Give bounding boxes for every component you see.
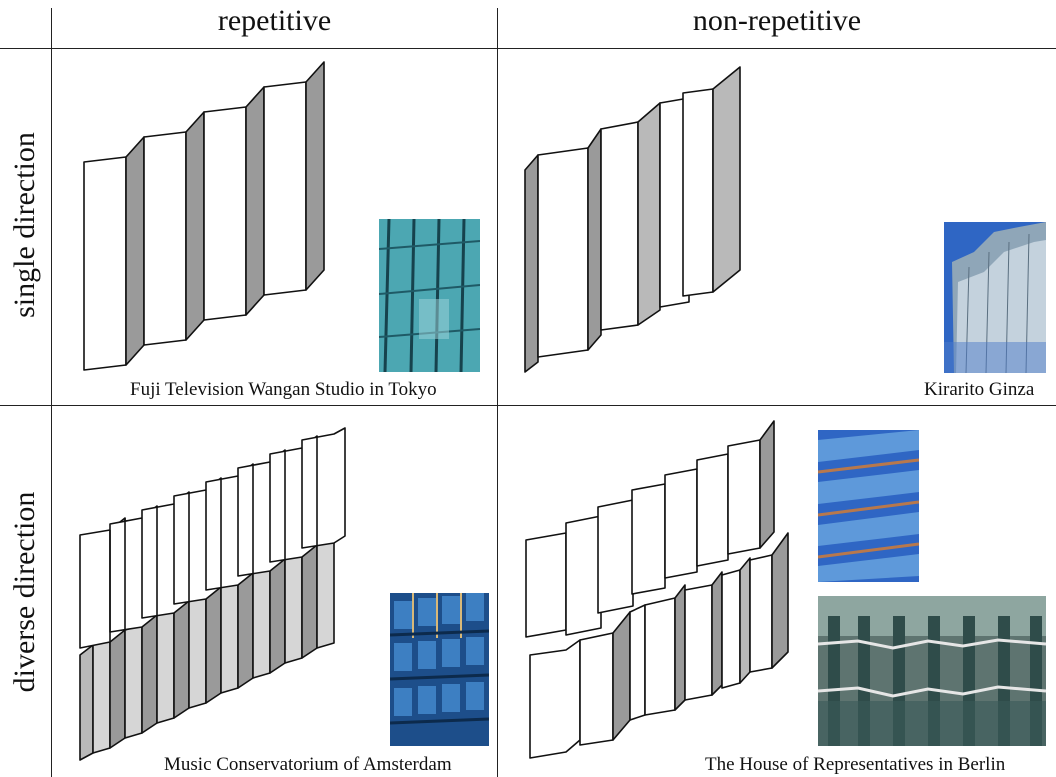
photo-fuji-television xyxy=(379,219,480,372)
photo-kirarito-ginza xyxy=(944,222,1046,373)
photo-berlin-bottom xyxy=(818,596,1046,746)
grid-line-header xyxy=(0,48,1056,49)
grid-line-center xyxy=(497,8,498,777)
grid-line-left xyxy=(51,8,52,777)
caption-berlin: The House of Representatives in Berlin xyxy=(705,754,1006,775)
grid-line-middle xyxy=(0,405,1056,406)
sketch-repetitive-single xyxy=(83,61,325,371)
sketch-repetitive-diverse xyxy=(79,427,346,761)
column-header-non-repetitive: non-repetitive xyxy=(692,4,862,37)
sketch-non-repetitive-single xyxy=(524,66,741,373)
sketch-non-repetitive-diverse xyxy=(525,420,789,759)
caption-music-conservatorium: Music Conservatorium of Amsterdam xyxy=(164,754,452,775)
photo-music-conservatorium xyxy=(390,593,489,746)
caption-fuji-television: Fuji Television Wangan Studio in Tokyo xyxy=(130,379,437,400)
column-header-repetitive: repetitive xyxy=(217,4,332,37)
caption-kirarito-ginza: Kirarito Ginza xyxy=(924,379,1035,400)
photo-berlin-top xyxy=(818,430,919,582)
